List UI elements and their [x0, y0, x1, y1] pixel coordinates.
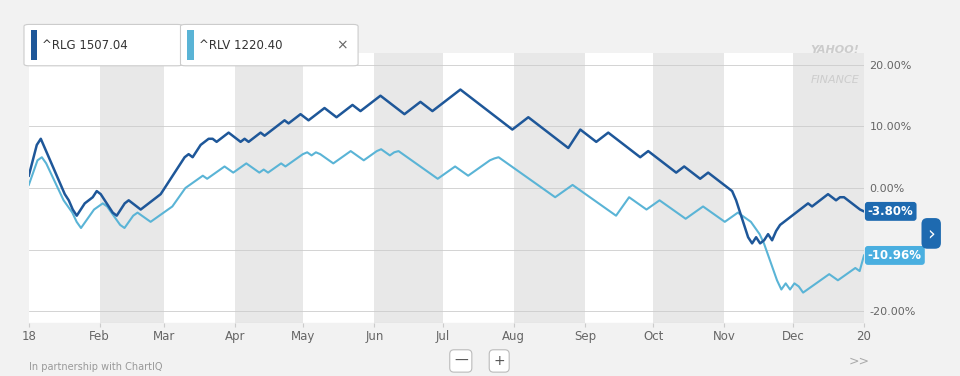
Text: YAHOO!: YAHOO! — [810, 45, 859, 55]
Bar — [374, 53, 443, 323]
Text: +: + — [493, 354, 505, 368]
Text: ^RLV 1220.40: ^RLV 1220.40 — [199, 39, 282, 52]
Text: ×: × — [336, 38, 348, 52]
Text: ^RLG 1507.04: ^RLG 1507.04 — [42, 39, 128, 52]
Text: -3.80%: -3.80% — [868, 205, 914, 218]
Bar — [793, 53, 864, 323]
Text: >>: >> — [849, 355, 870, 367]
Text: ›: › — [927, 224, 935, 243]
Bar — [100, 53, 164, 323]
Bar — [514, 53, 585, 323]
Text: —: — — [454, 354, 468, 368]
Bar — [235, 53, 303, 323]
Text: FINANCE: FINANCE — [810, 75, 859, 85]
Text: -10.96%: -10.96% — [868, 249, 922, 262]
Text: In partnership with ChartIQ: In partnership with ChartIQ — [29, 362, 162, 372]
Bar — [654, 53, 725, 323]
